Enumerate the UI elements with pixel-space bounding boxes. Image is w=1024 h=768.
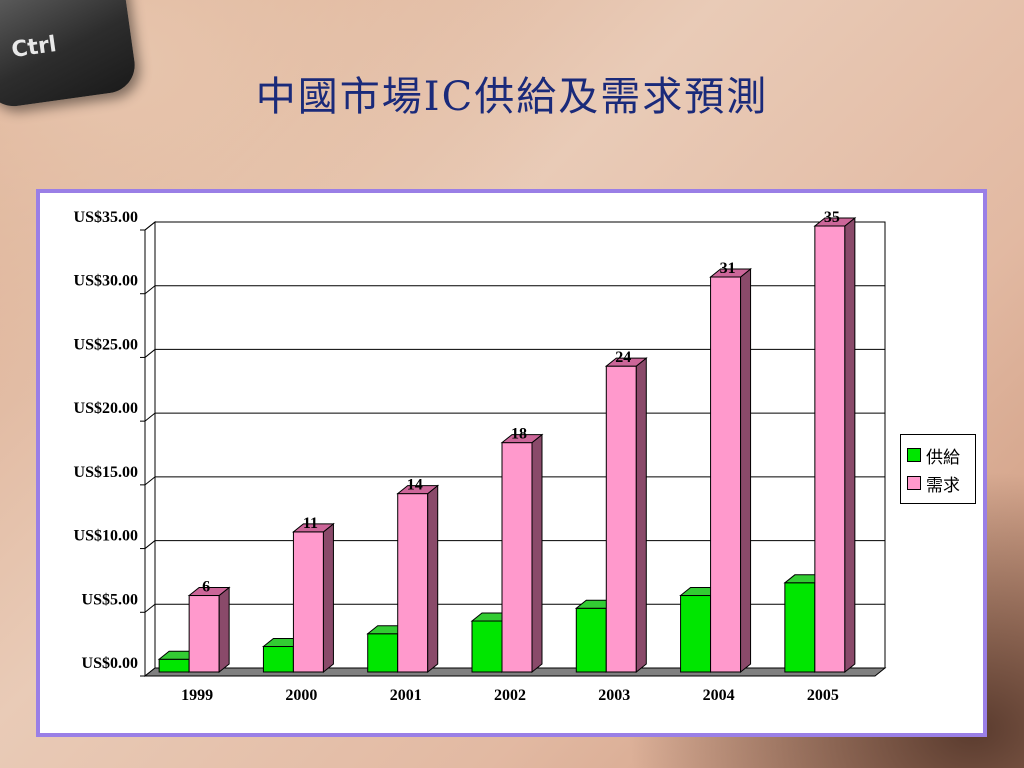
legend-swatch-supply bbox=[907, 448, 921, 462]
gridline-side bbox=[144, 221, 156, 231]
bar-demand bbox=[814, 225, 846, 673]
bar-demand bbox=[710, 276, 742, 673]
y-tick-label: US$10.00 bbox=[74, 528, 138, 545]
y-tick-label: US$20.00 bbox=[74, 400, 138, 417]
x-tick-label: 2000 bbox=[285, 687, 317, 704]
bar-demand bbox=[188, 595, 220, 673]
data-label: 35 bbox=[824, 209, 840, 226]
legend-item-demand: 需求 bbox=[907, 469, 975, 497]
bar-top-demand bbox=[709, 268, 752, 278]
bar-demand bbox=[501, 442, 533, 673]
x-tick-label: 2003 bbox=[598, 687, 630, 704]
legend-label-supply: 供給 bbox=[926, 447, 960, 468]
bar-supply bbox=[680, 595, 712, 673]
y-tick-label: US$30.00 bbox=[74, 273, 138, 290]
x-tick-label: 2004 bbox=[703, 687, 735, 704]
x-tick-label: 2002 bbox=[494, 687, 526, 704]
bar-top-demand bbox=[813, 217, 857, 227]
legend: 供給 需求 bbox=[900, 434, 976, 504]
data-label: 11 bbox=[303, 515, 318, 532]
bar-side-demand bbox=[844, 216, 856, 674]
gridline-side bbox=[144, 349, 156, 358]
legend-item-supply: 供給 bbox=[907, 441, 975, 469]
bar-side-demand bbox=[740, 267, 752, 674]
gridline-side bbox=[144, 412, 156, 422]
data-label: 14 bbox=[407, 477, 423, 494]
bar-demand bbox=[605, 365, 637, 673]
y-tick-label: US$25.00 bbox=[74, 336, 138, 353]
bar-top-demand bbox=[187, 587, 231, 597]
gridline-side bbox=[144, 603, 156, 613]
gridline-side bbox=[144, 285, 156, 295]
bar-top-demand bbox=[396, 485, 440, 495]
gridline-side bbox=[144, 476, 156, 486]
x-tick-label: 1999 bbox=[181, 687, 213, 704]
y-tick-label: US$35.00 bbox=[74, 209, 138, 226]
data-label: 6 bbox=[202, 579, 210, 596]
legend-swatch-demand bbox=[907, 476, 921, 490]
bar-supply bbox=[575, 607, 607, 673]
bar-side-demand bbox=[531, 433, 543, 674]
bar-side-demand bbox=[635, 357, 647, 674]
x-tick-label: 2001 bbox=[390, 687, 422, 704]
bar-side-demand bbox=[427, 484, 439, 674]
gridline-side bbox=[144, 540, 156, 549]
bar-supply bbox=[471, 620, 503, 673]
bar-supply bbox=[784, 582, 816, 673]
bar-top-demand bbox=[500, 434, 544, 444]
data-label: 31 bbox=[720, 260, 736, 277]
x-tick-label: 2005 bbox=[807, 687, 839, 704]
bar-top-demand bbox=[292, 523, 335, 533]
legend-label-demand: 需求 bbox=[926, 475, 960, 496]
data-label: 24 bbox=[615, 349, 631, 366]
bar-supply bbox=[158, 658, 190, 673]
bar-supply bbox=[262, 646, 294, 673]
bar-side-demand bbox=[218, 586, 230, 674]
data-label: 18 bbox=[511, 426, 527, 443]
bar-demand bbox=[397, 493, 429, 673]
y-tick-label: US$15.00 bbox=[74, 464, 138, 481]
bar-side-demand bbox=[322, 522, 334, 674]
slide-title: 中國市場IC供給及需求預測 bbox=[255, 74, 769, 120]
bar-top-demand bbox=[604, 357, 648, 367]
bar-supply bbox=[367, 633, 399, 673]
bar-demand bbox=[292, 531, 324, 673]
y-tick-label: US$0.00 bbox=[82, 655, 138, 672]
y-tick-label: US$5.00 bbox=[82, 591, 138, 608]
